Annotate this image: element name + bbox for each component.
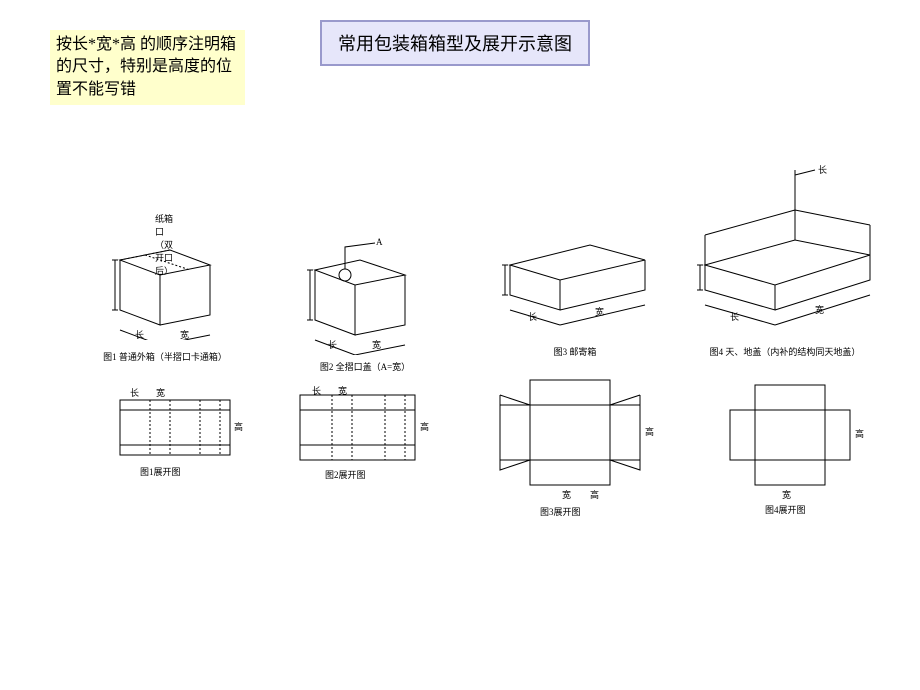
box2-a: A bbox=[376, 237, 383, 247]
flat3-w: 宽 bbox=[562, 488, 571, 501]
note-text: 按长*宽*高 的顺序注明箱的尺寸，特别是高度的位置不能写错 bbox=[56, 36, 236, 98]
flat4-svg bbox=[720, 375, 870, 505]
box1-w: 宽 bbox=[180, 328, 189, 341]
flat2-w: 宽 bbox=[338, 384, 347, 397]
flat4-h: 高 bbox=[855, 427, 864, 440]
flat3-tab: 高 bbox=[590, 488, 599, 501]
box4-w: 宽 bbox=[815, 303, 824, 316]
flat2-h: 高 bbox=[420, 420, 429, 433]
box3-w: 宽 bbox=[595, 305, 604, 318]
box2-caption: 图2 全摺口盖（A=宽） bbox=[300, 360, 430, 373]
box4-caption: 图4 天、地盖（内补的结构同天地盖） bbox=[680, 345, 890, 358]
flat4-caption: 图4展开图 bbox=[765, 503, 806, 516]
box3-caption: 图3 邮寄箱 bbox=[520, 345, 630, 358]
diagram-area: 纸箱口（双开口后） 长 宽 图1 普通外箱（半摺口卡通箱） A 长 宽 图2 全… bbox=[0, 140, 920, 690]
flat4-w: 宽 bbox=[782, 488, 791, 501]
flat2-caption: 图2展开图 bbox=[325, 468, 366, 481]
box4-l: 长 bbox=[730, 310, 739, 323]
flat2-svg bbox=[290, 390, 430, 470]
flat1-w: 宽 bbox=[156, 386, 165, 399]
flat1-caption: 图1展开图 bbox=[140, 465, 181, 478]
title-text: 常用包装箱箱型及展开示意图 bbox=[338, 34, 572, 54]
box1-caption: 图1 普通外箱（半摺口卡通箱） bbox=[90, 350, 240, 363]
flat3-h: 高 bbox=[645, 425, 654, 438]
box3-iso bbox=[490, 225, 660, 335]
flat1-h: 高 bbox=[234, 420, 243, 433]
box4-top: 长 bbox=[818, 163, 827, 176]
title-banner: 常用包装箱箱型及展开示意图 bbox=[320, 20, 590, 66]
box1-l: 长 bbox=[135, 328, 144, 341]
flat1-svg bbox=[110, 390, 240, 470]
flat3-svg bbox=[490, 370, 660, 510]
note-box: 按长*宽*高 的顺序注明箱的尺寸，特别是高度的位置不能写错 bbox=[50, 30, 245, 105]
box2-w: 宽 bbox=[372, 338, 381, 351]
box2-l: 长 bbox=[328, 338, 337, 351]
box2-iso bbox=[300, 235, 430, 355]
box4-iso bbox=[680, 155, 890, 335]
box3-l: 长 bbox=[528, 310, 537, 323]
flat2-l: 长 bbox=[312, 384, 321, 397]
flat3-caption: 图3展开图 bbox=[540, 505, 581, 518]
flat1-l: 长 bbox=[130, 386, 139, 399]
box1-note: 纸箱口（双开口后） bbox=[155, 212, 173, 277]
